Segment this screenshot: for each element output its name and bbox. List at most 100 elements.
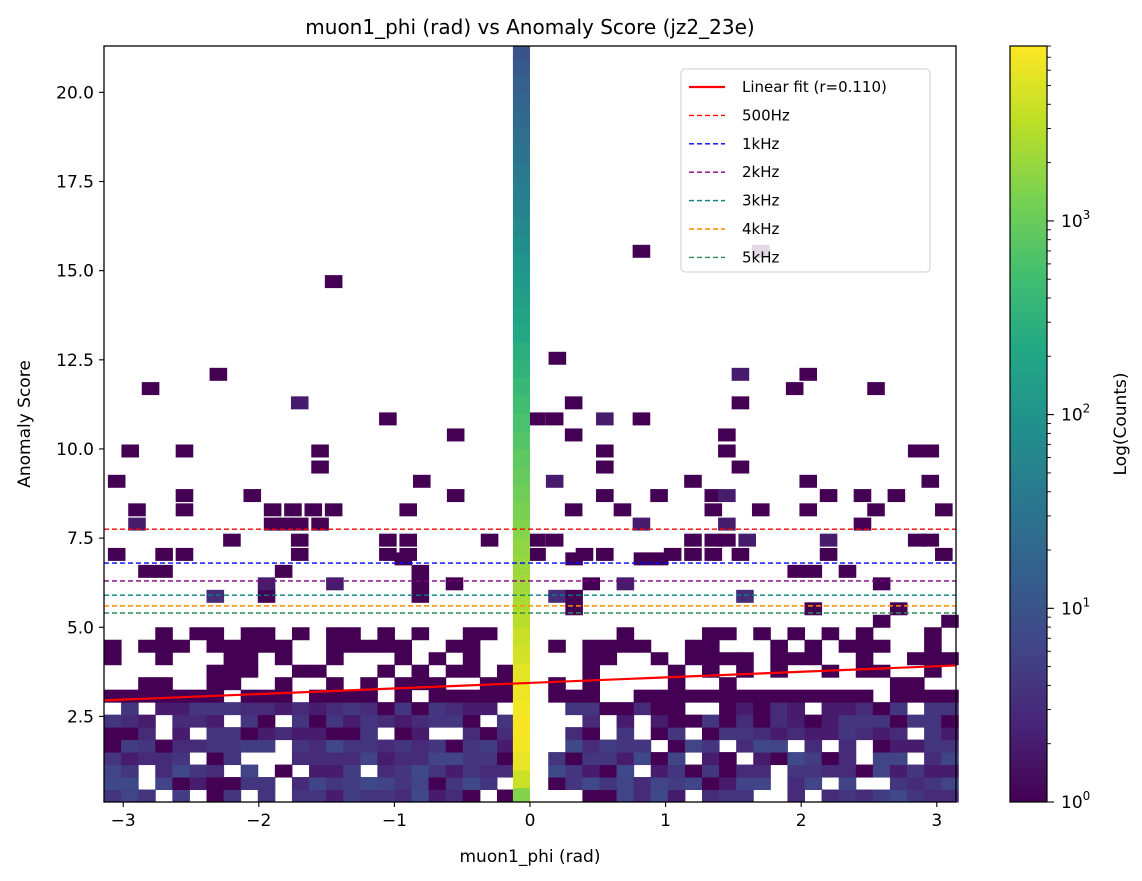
heatmap-cell <box>582 777 600 791</box>
heatmap-cell <box>257 702 276 716</box>
heatmap-cell <box>462 789 481 803</box>
heatmap-cell <box>941 714 959 728</box>
heatmap-cell <box>821 702 840 716</box>
heatmap-cell <box>343 752 361 766</box>
heatmap-cell <box>326 577 344 591</box>
heatmap-cell <box>753 752 771 766</box>
heatmap-cell <box>548 752 566 766</box>
heatmap-cell <box>411 739 430 753</box>
heatmap-cell <box>545 412 564 426</box>
heatmap-cell <box>596 547 614 561</box>
x-axis-label: muon1_phi (rad) <box>460 847 601 867</box>
heatmap-cell <box>787 789 806 803</box>
heatmap-cell <box>667 777 686 791</box>
heatmap-cell <box>719 702 737 716</box>
legend-label: 5kHz <box>742 248 780 266</box>
heatmap-cell <box>479 627 498 641</box>
heatmap-cell <box>240 764 259 778</box>
heatmap-cell <box>121 777 139 791</box>
heatmap-cell <box>462 702 481 716</box>
heatmap-cell <box>650 702 669 716</box>
heatmap-cell <box>684 533 702 547</box>
heatmap-cell <box>360 702 378 716</box>
heatmap-cell <box>411 577 430 591</box>
heatmap-cell <box>701 764 720 778</box>
heatmap-cell <box>528 412 546 426</box>
heatmap-cell <box>462 752 481 766</box>
heatmap-cell <box>343 764 361 778</box>
heatmap-cell <box>107 547 126 561</box>
heatmap-cell <box>462 664 481 678</box>
central-column-cell <box>512 395 530 414</box>
heatmap-cell <box>189 714 208 728</box>
heatmap-cell <box>428 777 447 791</box>
central-column-cell <box>512 680 530 700</box>
heatmap-cell <box>326 677 344 691</box>
heatmap-cell <box>565 689 583 703</box>
heatmap-cell <box>445 777 464 791</box>
heatmap-cell <box>445 702 464 716</box>
heatmap-cell <box>855 639 874 653</box>
heatmap-cell <box>889 677 908 691</box>
heatmap-cell <box>731 460 750 474</box>
heatmap-cell <box>921 474 940 488</box>
heatmap-cell <box>770 752 788 766</box>
heatmap-cell <box>445 577 464 591</box>
heatmap-cell <box>309 752 327 766</box>
central-column-cell <box>512 252 530 272</box>
heatmap-cell <box>138 727 156 741</box>
heatmap-cell <box>616 777 635 791</box>
central-column-cell <box>512 573 530 593</box>
heatmap-cell <box>324 275 343 289</box>
heatmap-cell <box>582 739 600 753</box>
central-column-cell <box>512 645 530 664</box>
heatmap-cell <box>462 727 481 741</box>
heatmap-cell <box>446 489 465 503</box>
heatmap-cell <box>240 714 259 728</box>
heatmap-cell <box>445 664 464 678</box>
heatmap-cell <box>889 702 908 716</box>
heatmap-cell <box>291 739 310 753</box>
heatmap-cell <box>719 777 737 791</box>
heatmap-cell <box>290 396 309 410</box>
heatmap-cell <box>701 652 720 666</box>
heatmap-cell <box>616 702 635 716</box>
heatmap-cell <box>104 789 122 803</box>
fit-line-group <box>103 664 957 702</box>
heatmap-cell <box>582 639 600 653</box>
heatmap-cell <box>718 428 736 442</box>
heatmap-cell <box>206 739 225 753</box>
heatmap-cell <box>309 764 327 778</box>
heatmap-cell <box>684 652 703 666</box>
heatmap-cell <box>206 752 225 766</box>
heatmap-cells <box>104 46 959 803</box>
colorbar-ticks: 100 101 102 103 <box>1047 45 1090 813</box>
heatmap-cell <box>309 727 327 741</box>
central-column-cell <box>512 769 530 789</box>
heatmap-cell <box>753 739 771 753</box>
heatmap-cell <box>924 702 942 716</box>
heatmap-cell <box>719 764 737 778</box>
heatmap-cell <box>223 752 242 766</box>
heatmap-cell <box>411 764 430 778</box>
heatmap-cell <box>496 789 515 803</box>
heatmap-cell <box>343 689 361 703</box>
heatmap-cell <box>924 639 942 653</box>
heatmap-cell <box>582 727 600 741</box>
heatmap-cell <box>935 503 953 517</box>
heatmap-cell <box>718 517 736 531</box>
heatmap-cell <box>941 777 959 791</box>
heatmap-cell <box>291 702 310 716</box>
central-column-cell <box>512 734 530 753</box>
heatmap-cell <box>445 789 464 803</box>
heatmap-cell <box>257 639 276 653</box>
heatmap-cell <box>121 727 139 741</box>
heatmap-cell <box>872 664 891 678</box>
heatmap-cell <box>446 428 465 442</box>
heatmap-cell <box>496 727 515 741</box>
heatmap-cell <box>326 652 344 666</box>
heatmap-cell <box>394 702 413 716</box>
heatmap-cell <box>935 547 953 561</box>
heatmap-cell <box>855 764 874 778</box>
central-column-cell <box>512 555 530 575</box>
